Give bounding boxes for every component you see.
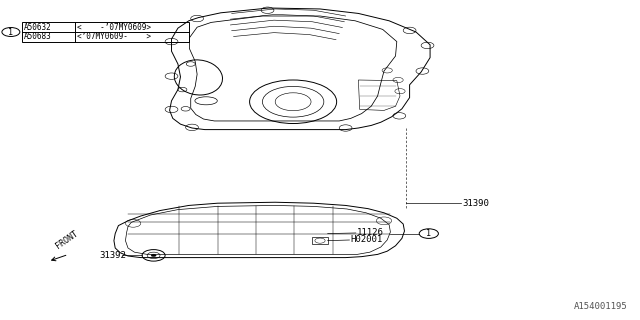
Circle shape <box>151 254 156 257</box>
Text: <’07MY0609-    >: <’07MY0609- > <box>77 32 151 41</box>
Bar <box>22 22 189 42</box>
Text: 31390: 31390 <box>463 199 490 208</box>
Text: 11126: 11126 <box>357 228 384 237</box>
Bar <box>312 237 328 244</box>
Text: A50683: A50683 <box>24 32 52 41</box>
Text: 31392: 31392 <box>99 251 126 260</box>
Text: H02001: H02001 <box>351 236 383 244</box>
Text: 1: 1 <box>8 28 13 36</box>
Text: FRONT: FRONT <box>54 228 80 250</box>
Text: 1: 1 <box>426 229 431 238</box>
Text: A154001195: A154001195 <box>573 302 627 311</box>
Text: <    -’07MY0609>: < -’07MY0609> <box>77 23 151 32</box>
Text: A50632: A50632 <box>24 23 52 32</box>
